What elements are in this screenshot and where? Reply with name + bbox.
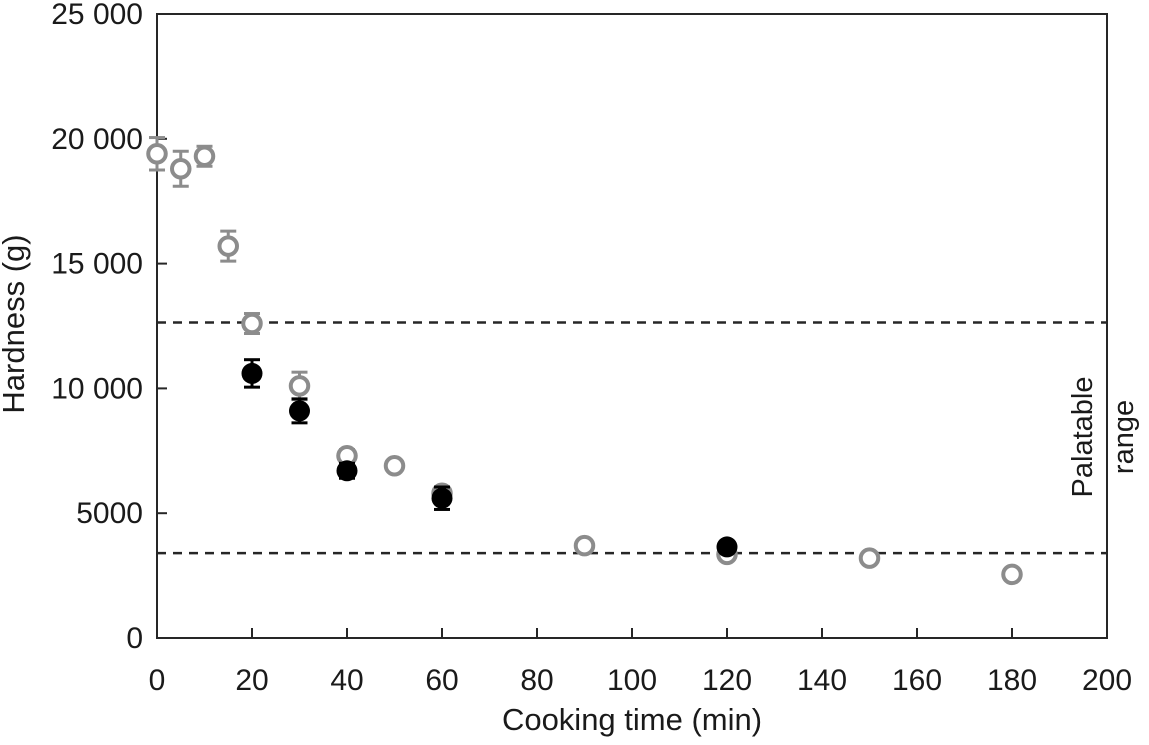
- x-axis-title: Cooking time (min): [502, 702, 762, 737]
- data-point-open-circle: [193, 145, 216, 168]
- y-tick-label: 20 000: [51, 123, 143, 156]
- data-point-open-circle: [146, 143, 168, 165]
- y-tick-label: 5000: [76, 497, 143, 530]
- data-point-filled-circle: [431, 487, 453, 509]
- x-tick-label: 200: [1082, 664, 1132, 697]
- data-point-filled-circle: [241, 362, 263, 384]
- x-tick-label: 100: [607, 664, 657, 697]
- x-tick-label: 120: [702, 664, 752, 697]
- y-axis-title: Hardness (g): [0, 234, 31, 413]
- data-point-open-circle: [288, 375, 311, 397]
- y-tick-label: 25 000: [51, 0, 143, 31]
- x-tick-label: 60: [425, 664, 458, 697]
- x-tick-label: 40: [330, 664, 363, 697]
- data-point-open-circle: [1001, 563, 1023, 586]
- y-tick-label: 0: [126, 622, 143, 655]
- data-point-open-circle: [383, 455, 406, 477]
- x-tick-label: 140: [797, 664, 847, 697]
- data-point-filled-circle: [336, 460, 358, 482]
- palatable-range-annotation-line1: Palatable: [1067, 377, 1099, 498]
- data-point-open-circle: [170, 158, 192, 180]
- x-tick-label: 160: [892, 664, 942, 697]
- data-point-filled-circle: [716, 536, 738, 558]
- plot-frame: [156, 13, 1108, 639]
- data-point-open-circle: [241, 312, 263, 335]
- x-tick-label: 20: [235, 664, 268, 697]
- x-tick-label: 80: [520, 664, 553, 697]
- x-tick-label: 180: [987, 664, 1037, 697]
- plot-area: 0 20 40 60 80 100 120 140 160 180 200 0 5000 10 000 15…: [51, 0, 1132, 697]
- data-point-open-circle: [573, 534, 596, 557]
- x-tick-label: 0: [149, 664, 166, 697]
- data-point-filled-circle: [289, 400, 310, 422]
- palatable-range-annotation-line2: range: [1108, 400, 1140, 474]
- y-tick-label: 10 000: [51, 372, 143, 405]
- data-point-open-circle: [217, 235, 239, 257]
- data-point-open-circle: [858, 547, 881, 569]
- y-tick-label: 15 000: [51, 248, 143, 281]
